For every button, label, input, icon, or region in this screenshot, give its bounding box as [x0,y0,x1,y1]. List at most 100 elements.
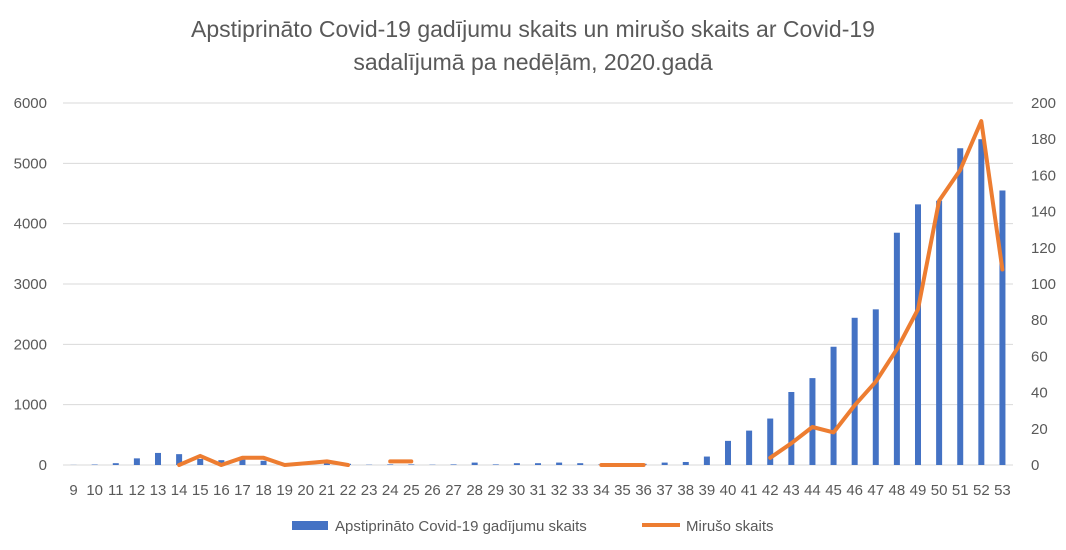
legend-label-deaths: Mirušo skaits [686,518,774,535]
x-tick-label: 24 [382,482,399,499]
chart-title-line1: Apstiprināto Covid-19 gadījumu skaits un… [191,16,875,42]
bar [535,463,541,465]
x-tick-label: 49 [910,482,927,499]
left-axis-ticks: 0 1000 2000 3000 4000 5000 6000 [14,95,47,474]
y-right-tick-label: 120 [1031,240,1056,257]
bar [704,457,710,465]
bar [197,459,203,465]
x-tick-label: 53 [994,482,1011,499]
x-tick-label: 27 [445,482,462,499]
bar [746,431,752,465]
x-tick-label: 44 [804,482,821,499]
bar [387,464,393,465]
x-tick-label: 42 [762,482,779,499]
y-right-tick-label: 80 [1031,312,1048,329]
x-tick-label: 20 [297,482,314,499]
bar [577,463,583,465]
x-tick-label: 45 [825,482,842,499]
bar [915,204,921,465]
bar [155,453,161,465]
x-tick-label: 11 [108,482,124,499]
y-right-tick-label: 160 [1031,167,1056,184]
bar [957,148,963,465]
y-left-tick-label: 2000 [14,336,47,353]
y-left-tick-label: 1000 [14,397,47,414]
x-tick-label: 31 [530,482,547,499]
x-tick-label: 47 [867,482,884,499]
x-tick-label: 23 [361,482,378,499]
y-right-tick-label: 20 [1031,421,1048,438]
bar [134,458,140,465]
x-tick-label: 37 [656,482,673,499]
x-tick-label: 9 [69,482,77,499]
bar [852,318,858,465]
legend-label-cases: Apstiprināto Covid-19 gadījumu skaits [335,518,587,535]
y-right-tick-label: 100 [1031,276,1056,293]
legend-swatch-cases [292,521,328,530]
x-tick-label: 22 [340,482,357,499]
bar [999,190,1005,465]
x-tick-label: 38 [677,482,694,499]
bar [978,139,984,465]
gridlines [63,103,1013,465]
bar [831,347,837,465]
x-tick-label: 21 [319,482,336,499]
bar [809,378,815,465]
bar [873,309,879,465]
x-tick-label: 39 [699,482,716,499]
x-tick-label: 29 [487,482,504,499]
chart-title-line2: sadalījumā pa nedēļām, 2020.gadā [353,49,713,75]
x-tick-label: 46 [846,482,863,499]
x-tick-label: 51 [952,482,969,499]
x-tick-label: 12 [129,482,146,499]
y-left-tick-label: 6000 [14,95,47,112]
bar [472,463,478,465]
y-right-tick-label: 0 [1031,457,1039,474]
x-tick-label: 10 [86,482,103,499]
x-tick-label: 26 [424,482,441,499]
x-tick-label: 36 [635,482,652,499]
y-right-tick-label: 200 [1031,95,1056,112]
line-segment [770,121,1002,458]
bar [408,464,414,465]
x-tick-label: 18 [255,482,272,499]
y-left-tick-label: 3000 [14,276,47,293]
bar [451,464,457,465]
line-series [179,121,1002,465]
bar [514,463,520,465]
x-tick-label: 33 [572,482,589,499]
bar [788,392,794,465]
y-right-tick-label: 140 [1031,204,1056,221]
x-tick-label: 25 [403,482,420,499]
x-tick-label: 48 [889,482,906,499]
bar [725,441,731,465]
y-left-tick-label: 0 [39,457,47,474]
x-tick-label: 19 [276,482,293,499]
x-tick-label: 13 [150,482,167,499]
x-tick-label: 14 [171,482,188,499]
x-tick-label: 34 [593,482,610,499]
y-left-tick-label: 5000 [14,155,47,172]
x-tick-label: 52 [973,482,990,499]
bar [662,463,668,465]
bar [683,462,689,465]
bar [261,461,267,465]
x-tick-label: 35 [614,482,631,499]
x-tick-label: 15 [192,482,209,499]
y-right-tick-label: 180 [1031,131,1056,148]
y-right-tick-label: 60 [1031,348,1048,365]
bar [113,463,119,465]
bar [936,201,942,465]
bar-series [71,139,1006,465]
x-tick-label: 41 [741,482,758,499]
x-tick-label: 28 [466,482,483,499]
bar [493,464,499,465]
y-left-tick-label: 4000 [14,216,47,233]
x-tick-label: 50 [931,482,948,499]
x-tick-label: 43 [783,482,800,499]
x-tick-label: 17 [234,482,251,499]
